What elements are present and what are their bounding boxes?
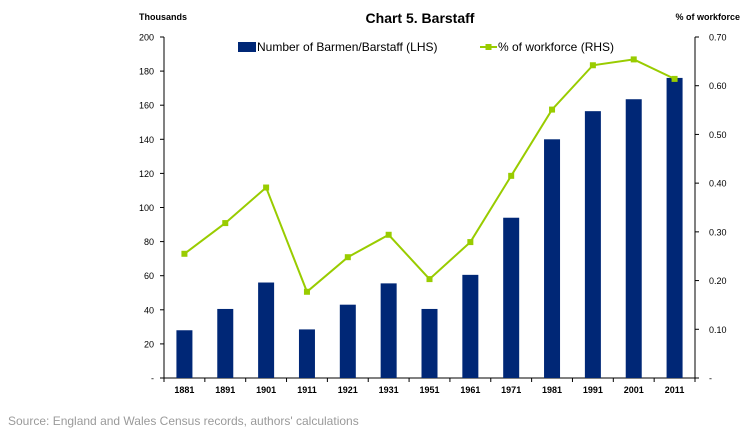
line-point [303, 288, 310, 295]
right-tick-label: 0.60 [709, 81, 727, 91]
bar [380, 283, 397, 378]
line-point [263, 184, 270, 191]
line-point [589, 62, 596, 69]
x-tick-label: 1951 [419, 385, 439, 395]
x-tick-label: 1961 [460, 385, 480, 395]
line-point [426, 276, 433, 283]
left-tick-label: - [151, 374, 154, 384]
right-tick-label: 0.20 [709, 276, 727, 286]
left-tick-label: 120 [139, 169, 154, 179]
bar [217, 308, 234, 378]
right-tick-label: 0.50 [709, 130, 727, 140]
bar [462, 274, 479, 378]
source-note: Source: England and Wales Census records… [8, 414, 359, 428]
right-tick-label: 0.70 [709, 33, 727, 43]
right-axis-label: % of workforce [675, 12, 740, 22]
x-tick-label: 2011 [665, 385, 685, 395]
legend: Number of Barmen/Barstaff (LHS) % of wor… [238, 40, 614, 54]
line-point [671, 75, 678, 82]
left-tick-label: 80 [144, 237, 154, 247]
left-tick-label: 20 [144, 339, 154, 349]
line-point [508, 172, 515, 179]
legend-bar-swatch [238, 42, 256, 52]
legend-line-marker [485, 44, 492, 50]
x-tick-label: 1881 [174, 385, 194, 395]
left-tick-label: 40 [144, 305, 154, 315]
line-point [181, 250, 188, 257]
x-tick-label: 1991 [583, 385, 603, 395]
bar [503, 217, 520, 378]
left-tick-label: 100 [139, 203, 154, 213]
line-point [344, 254, 351, 261]
x-tick-label: 1921 [338, 385, 358, 395]
left-tick-label: 140 [139, 135, 154, 145]
bar [584, 111, 601, 378]
left-tick-label: 180 [139, 67, 154, 77]
right-tick-label: - [709, 374, 712, 384]
line-point [467, 239, 474, 246]
x-tick-label: 1901 [256, 385, 276, 395]
bar [176, 330, 193, 378]
left-tick-label: 60 [144, 271, 154, 281]
bar [544, 139, 561, 378]
line-point [630, 56, 637, 63]
legend-bar-label: Number of Barmen/Barstaff (LHS) [257, 40, 438, 54]
axes: - 20 40 60 80 100 120 140 160 180 200 - 0.10 0.20 0.30… [139, 33, 727, 396]
x-tick-label: 1981 [542, 385, 562, 395]
x-tick-label: 1911 [297, 385, 317, 395]
left-tick-label: 200 [139, 33, 154, 43]
line-point [385, 231, 392, 238]
bar-series [176, 77, 683, 379]
x-tick-label: 1931 [379, 385, 399, 395]
x-tick-label: 1971 [501, 385, 521, 395]
x-tick-label: 2001 [624, 385, 644, 395]
bar [258, 282, 275, 378]
right-tick-label: 0.30 [709, 227, 727, 237]
bar [339, 304, 356, 378]
right-tick-label: 0.40 [709, 179, 727, 189]
right-tick-label: 0.10 [709, 325, 727, 335]
legend-line-label: % of workforce (RHS) [498, 40, 614, 54]
bar [298, 329, 315, 378]
bar [666, 77, 683, 379]
left-tick-label: 160 [139, 101, 154, 111]
x-tick-label: 1891 [215, 385, 235, 395]
line-point [222, 220, 229, 227]
chart-title: Chart 5. Barstaff [366, 10, 475, 26]
line-series [181, 56, 678, 295]
series-line [183, 58, 676, 294]
line-point [549, 106, 556, 113]
left-axis-label: Thousands [139, 12, 187, 22]
bar [421, 308, 438, 378]
bar [625, 99, 642, 379]
